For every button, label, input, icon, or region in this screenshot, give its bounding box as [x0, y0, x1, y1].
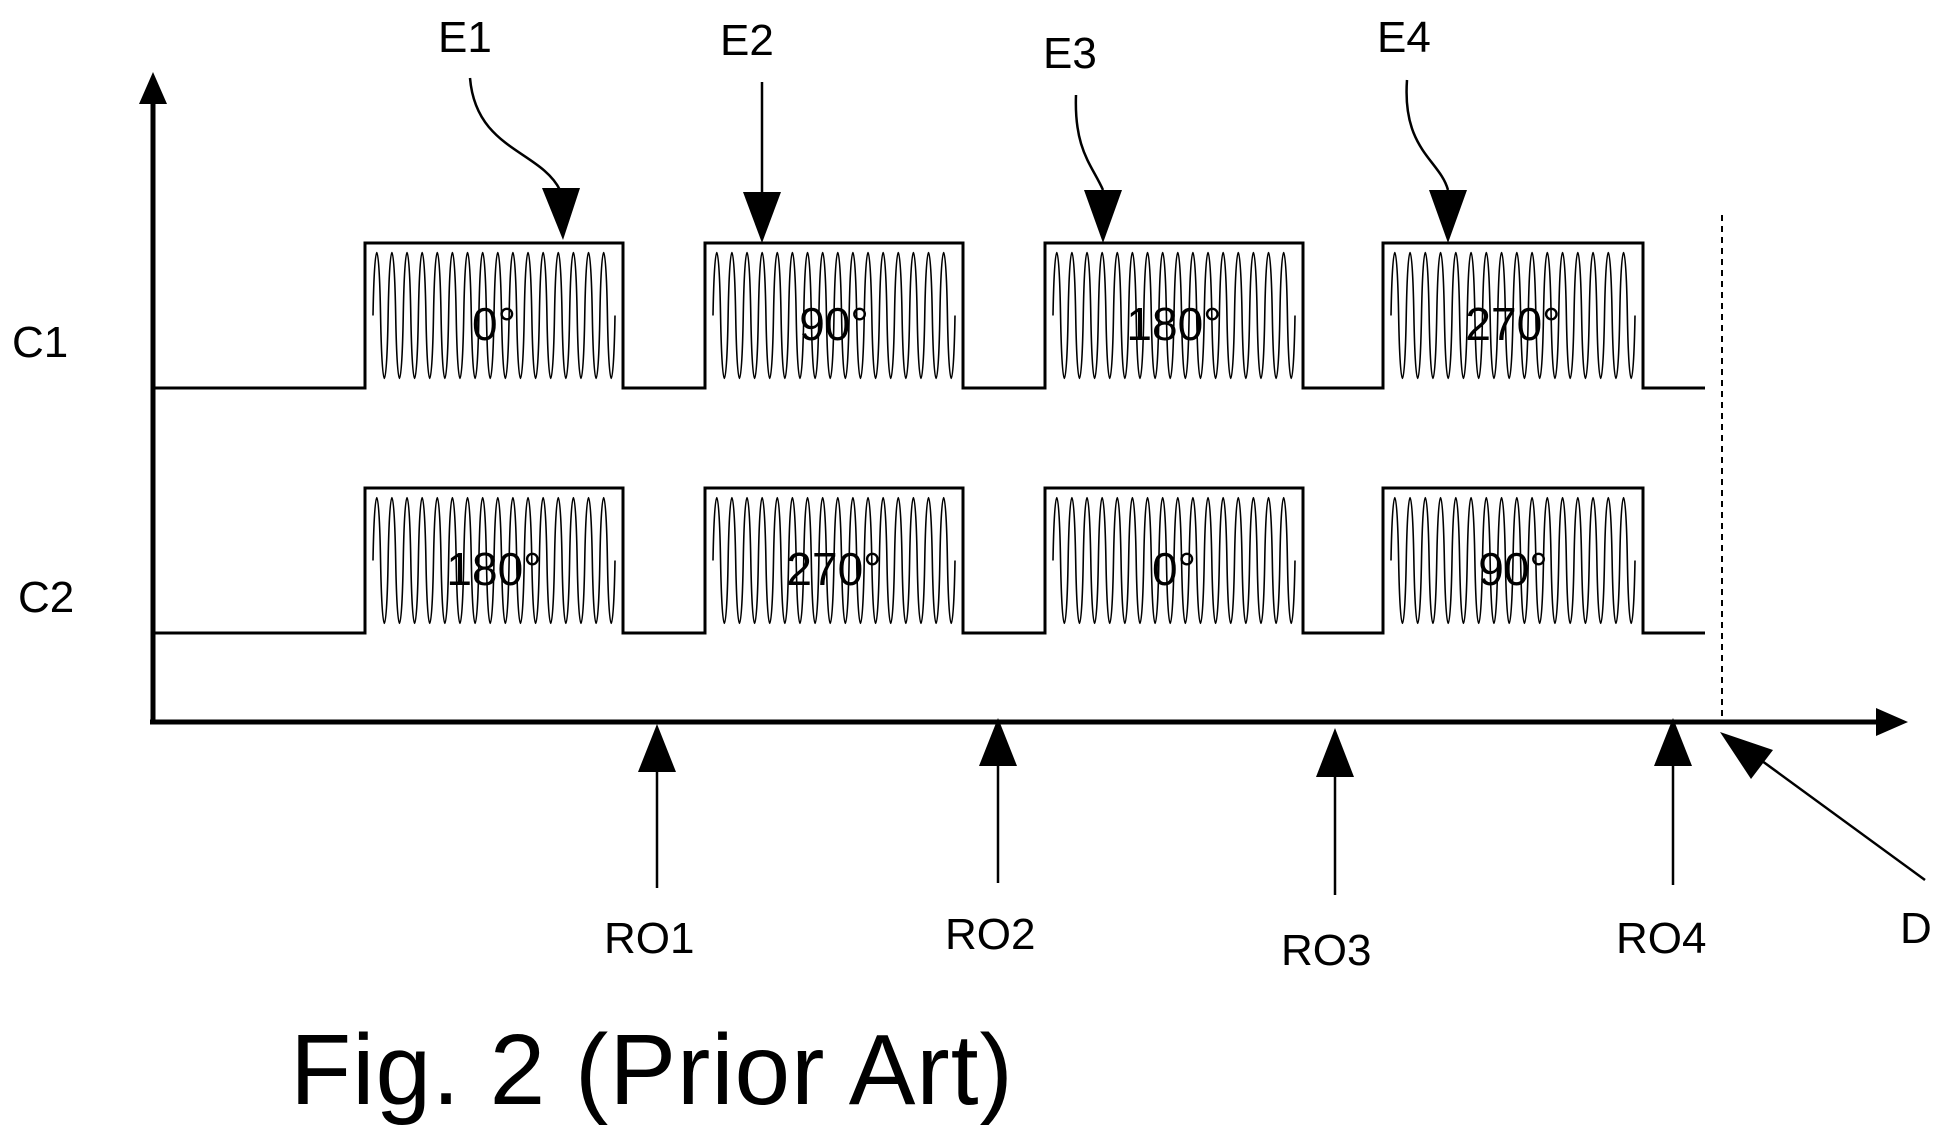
readout-arrowhead-ro3: [1316, 728, 1354, 777]
c1-pulse-4-phase-label: 270°: [1465, 298, 1560, 350]
channel-c1-trace: 0° 90° 180° 270°: [155, 243, 1705, 388]
excitation-label-e1: E1: [438, 13, 492, 62]
excitation-label-e3: E3: [1043, 29, 1097, 78]
boundary-label-d: D: [1900, 904, 1932, 953]
readout-arrowhead-ro1: [638, 724, 676, 772]
x-axis-arrowhead: [1876, 708, 1908, 736]
axes: [139, 72, 1908, 736]
boundary-marker: D: [1720, 215, 1932, 953]
readout-label-ro1: RO1: [604, 914, 694, 963]
excitation-label-e4: E4: [1377, 13, 1431, 62]
channel-label-c1: C1: [12, 318, 68, 367]
excitation-arrowhead-e4: [1429, 190, 1467, 243]
c2-pulse-1-phase-label: 180°: [446, 543, 541, 595]
readout-markers: RO1 RO2 RO3 RO4: [604, 718, 1706, 975]
boundary-arrow: [1758, 758, 1925, 880]
y-axis-arrowhead: [139, 72, 167, 104]
excitation-arrow-e1: [470, 78, 560, 190]
excitation-arrowhead-e1: [542, 188, 580, 240]
excitation-arrow-e3: [1076, 95, 1103, 190]
channel-c2-trace: 180° 270° 0° 90°: [155, 488, 1705, 633]
c1-pulse-3-phase-label: 180°: [1126, 298, 1221, 350]
c2-pulse-2-phase-label: 270°: [786, 543, 881, 595]
readout-label-ro3: RO3: [1281, 926, 1371, 975]
excitation-arrowhead-e2: [743, 192, 781, 243]
c2-pulse-4-phase-label: 90°: [1478, 543, 1548, 595]
figure-caption: Fig. 2 (Prior Art): [290, 1014, 1014, 1126]
excitation-markers: E1 E2 E3 E4: [438, 13, 1467, 243]
c2-pulse-3-phase-label: 0°: [1152, 543, 1196, 595]
excitation-label-e2: E2: [720, 16, 774, 65]
boundary-arrowhead: [1720, 732, 1773, 779]
c1-pulse-1-phase-label: 0°: [472, 298, 516, 350]
channel-label-c2: C2: [18, 573, 74, 622]
readout-label-ro2: RO2: [945, 910, 1035, 959]
excitation-arrow-e4: [1407, 80, 1448, 190]
readout-arrowhead-ro2: [979, 718, 1017, 766]
readout-label-ro4: RO4: [1616, 914, 1706, 963]
excitation-arrowhead-e3: [1084, 190, 1122, 243]
c1-pulse-2-phase-label: 90°: [799, 298, 869, 350]
readout-arrowhead-ro4: [1654, 718, 1692, 766]
